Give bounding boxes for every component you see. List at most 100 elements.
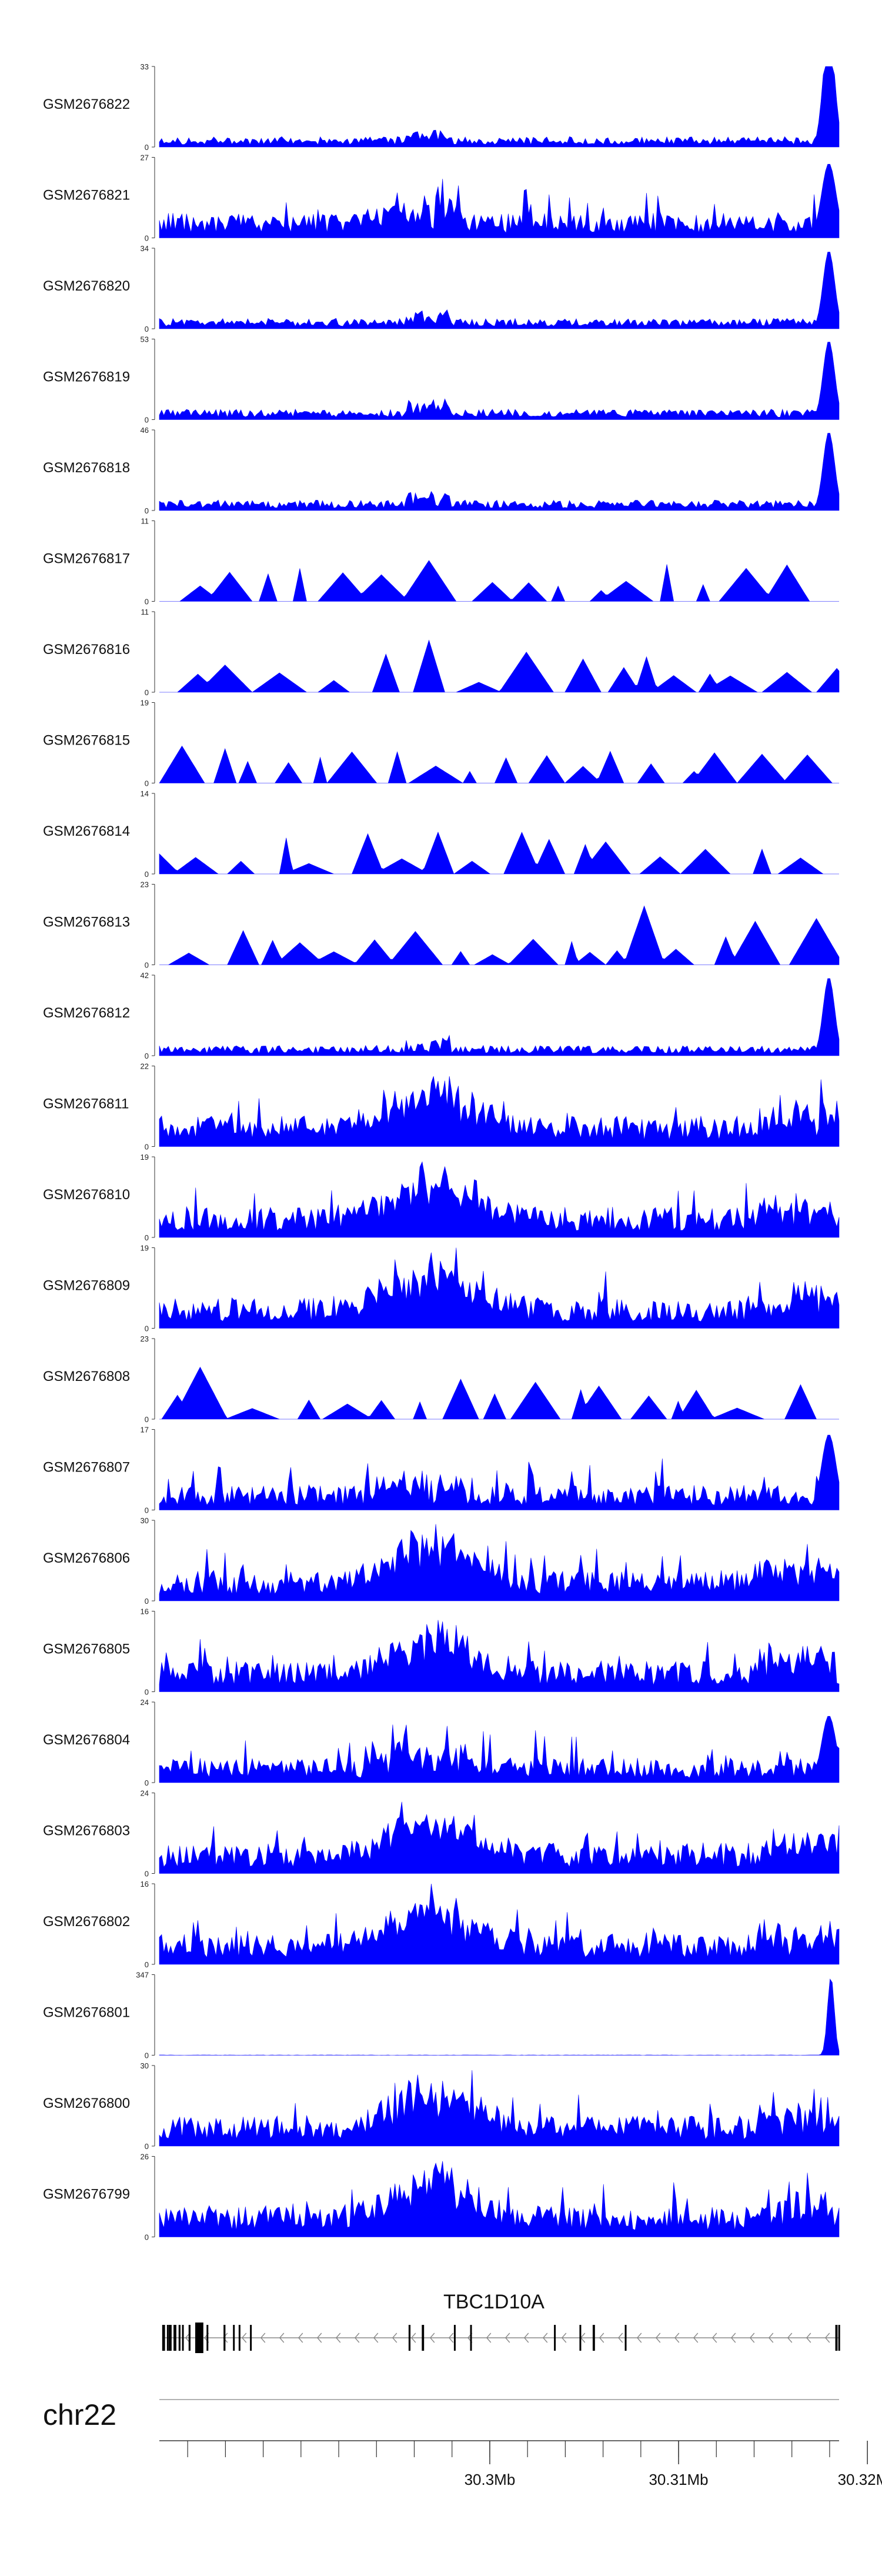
track-label: GSM2676813 xyxy=(43,915,130,930)
signal-area xyxy=(159,745,839,784)
track-GSM2676814: 14 0 GSM2676814 xyxy=(43,789,839,879)
strand-arrow xyxy=(674,2333,680,2343)
track-label: GSM2676816 xyxy=(43,642,130,658)
track-GSM2676808: 23 0 GSM2676808 xyxy=(43,1334,839,1424)
signal-area xyxy=(159,2070,840,2147)
track-GSM2676817: 11 0 GSM2676817 xyxy=(43,517,839,606)
track-GSM2676800: 30 0 GSM2676800 xyxy=(43,2061,840,2151)
y-max-label: 22 xyxy=(141,1062,149,1071)
strand-arrow xyxy=(505,2333,510,2343)
gene-name-label: TBC1D10A xyxy=(443,2291,544,2313)
track-GSM2676799: 26 0 GSM2676799 xyxy=(43,2153,840,2242)
y-max-label: 42 xyxy=(141,971,149,980)
y-min-label: 0 xyxy=(145,1415,149,1424)
strand-arrow xyxy=(222,2333,228,2343)
gene-exon xyxy=(238,2325,240,2351)
strand-arrow xyxy=(824,2333,830,2343)
y-min-label: 0 xyxy=(145,1233,149,1242)
track-GSM2676815: 19 0 GSM2676815 xyxy=(43,699,839,788)
genome-axis-track: chr22 30.3Mb 30.31Mb 30.32Mb xyxy=(43,2398,882,2488)
track-GSM2676820: 34 0 GSM2676820 xyxy=(43,244,840,333)
signal-area xyxy=(159,1434,840,1510)
y-min-label: 0 xyxy=(145,1143,149,1152)
track-label: GSM2676821 xyxy=(43,188,130,203)
y-min-label: 0 xyxy=(145,1052,149,1060)
y-min-label: 0 xyxy=(145,143,149,152)
strand-arrow xyxy=(392,2333,397,2343)
track-label: GSM2676815 xyxy=(43,733,130,749)
signal-area xyxy=(159,2161,840,2237)
y-min-label: 0 xyxy=(145,1960,149,1969)
gene-exon xyxy=(188,2325,191,2351)
gene-exon xyxy=(162,2325,165,2351)
track-label: GSM2676817 xyxy=(43,551,130,567)
strand-arrow xyxy=(806,2333,811,2343)
track-label: GSM2676822 xyxy=(43,96,130,112)
y-max-label: 30 xyxy=(141,2061,149,2070)
track-GSM2676801: 347 0 GSM2676801 xyxy=(43,1971,840,2060)
strand-arrow xyxy=(636,2333,642,2343)
strand-arrow xyxy=(410,2333,416,2343)
track-label: GSM2676819 xyxy=(43,369,130,385)
gene-exon xyxy=(835,2325,838,2351)
axis-tick-label: 30.31Mb xyxy=(649,2471,708,2488)
y-max-label: 347 xyxy=(136,1971,149,1980)
track-GSM2676809: 19 0 GSM2676809 xyxy=(43,1244,840,1333)
gene-exon xyxy=(838,2325,840,2351)
track-GSM2676811: 22 0 GSM2676811 xyxy=(43,1062,840,1152)
y-min-label: 0 xyxy=(145,325,149,333)
y-min-label: 0 xyxy=(145,1597,149,1606)
track-GSM2676818: 46 0 GSM2676818 xyxy=(43,426,840,515)
y-min-label: 0 xyxy=(145,2233,149,2242)
track-GSM2676807: 17 0 GSM2676807 xyxy=(43,1426,840,1515)
gene-exon xyxy=(166,2325,169,2351)
track-label: GSM2676802 xyxy=(43,1914,130,1930)
axis-tick-label: 30.3Mb xyxy=(465,2471,516,2488)
signal-area xyxy=(159,66,840,148)
strand-arrow xyxy=(298,2333,303,2343)
track-GSM2676816: 11 0 GSM2676816 xyxy=(43,608,840,697)
y-min-label: 0 xyxy=(145,2051,149,2060)
strand-arrow xyxy=(241,2333,247,2343)
signal-area xyxy=(159,1366,839,1420)
y-max-label: 34 xyxy=(141,244,149,253)
strand-arrow xyxy=(316,2333,322,2343)
strand-arrow xyxy=(787,2333,793,2343)
y-min-label: 0 xyxy=(145,598,149,606)
track-label: GSM2676814 xyxy=(43,823,130,839)
y-max-label: 33 xyxy=(141,62,149,71)
track-GSM2676806: 30 0 GSM2676806 xyxy=(43,1516,840,1606)
strand-arrow xyxy=(523,2333,529,2343)
track-GSM2676813: 23 0 GSM2676813 xyxy=(43,880,840,970)
track-GSM2676812: 42 0 GSM2676812 xyxy=(43,971,840,1060)
y-min-label: 0 xyxy=(145,961,149,970)
gene-exon xyxy=(182,2325,184,2351)
strand-arrow xyxy=(185,2333,191,2343)
y-min-label: 0 xyxy=(145,779,149,788)
gene-exon xyxy=(250,2325,252,2351)
strand-arrow xyxy=(655,2333,661,2343)
track-label: GSM2676800 xyxy=(43,2095,130,2111)
signal-area xyxy=(159,639,840,693)
strand-arrow xyxy=(486,2333,492,2343)
strand-arrow xyxy=(260,2333,266,2343)
y-max-label: 19 xyxy=(141,699,149,708)
y-max-label: 27 xyxy=(141,154,149,162)
strand-arrow xyxy=(373,2333,379,2343)
y-min-label: 0 xyxy=(145,416,149,425)
signal-area xyxy=(159,1247,840,1329)
strand-arrow xyxy=(561,2333,567,2343)
track-GSM2676804: 24 0 GSM2676804 xyxy=(43,1698,840,1787)
signal-area xyxy=(159,1801,840,1874)
y-max-label: 16 xyxy=(141,1607,149,1616)
strand-arrow xyxy=(354,2333,360,2343)
gene-track: TBC1D10A xyxy=(162,2291,840,2353)
strand-arrow xyxy=(617,2333,623,2343)
y-max-label: 24 xyxy=(141,1789,149,1798)
signal-area xyxy=(159,1883,840,1965)
y-max-label: 17 xyxy=(141,1426,149,1434)
gene-exon xyxy=(453,2325,456,2351)
strand-arrow xyxy=(730,2333,736,2343)
gene-exon xyxy=(554,2325,556,2351)
